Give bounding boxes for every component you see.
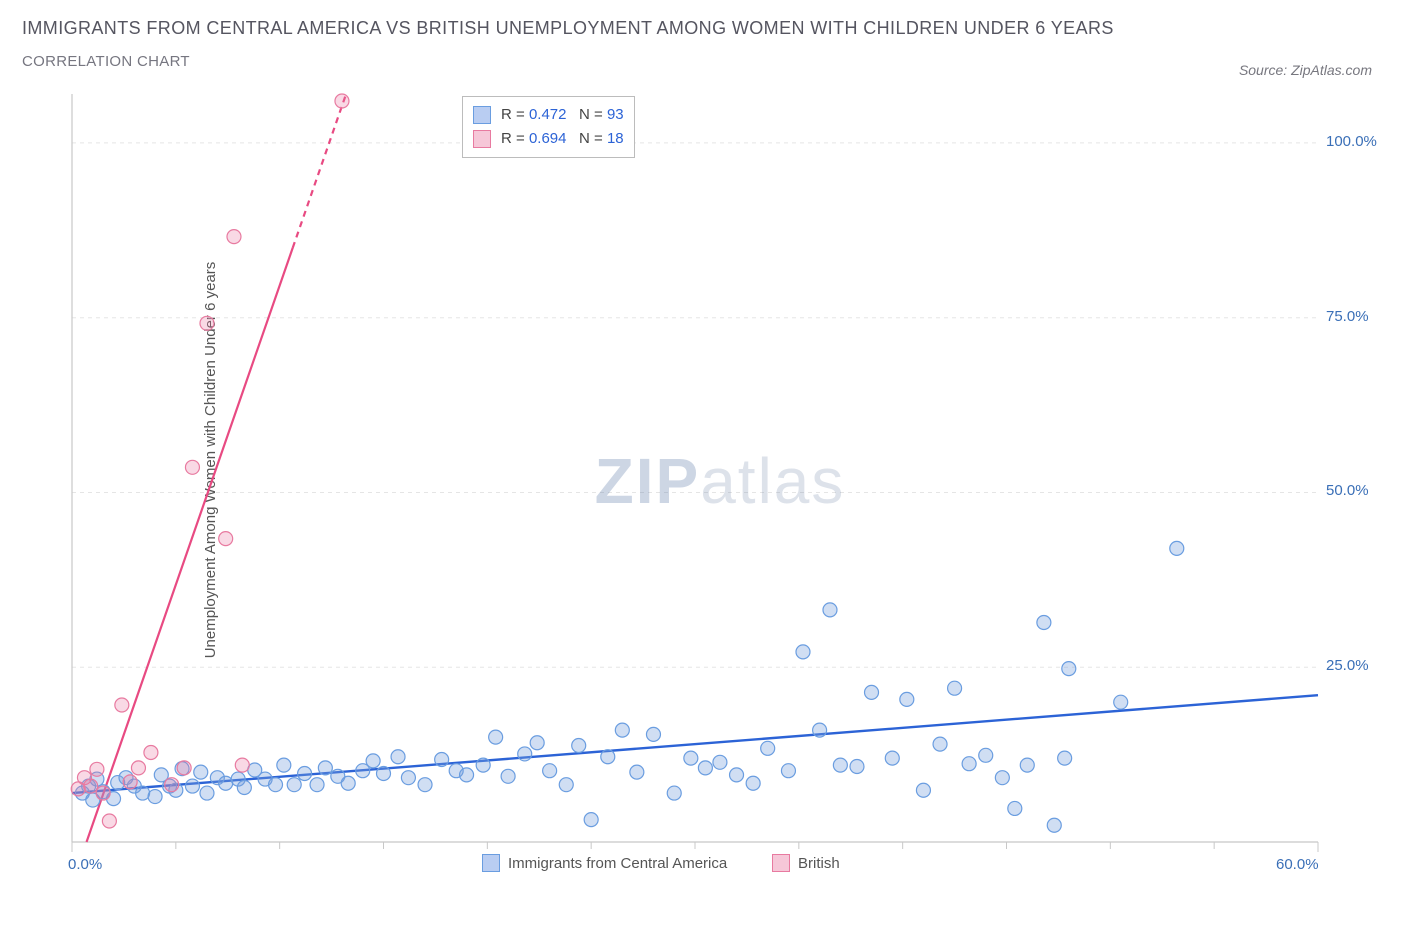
legend-swatch [482, 854, 500, 872]
stats-legend-row: R = 0.472 N = 93 [473, 103, 624, 127]
legend-stats-text: R = 0.472 N = 93 [501, 103, 624, 127]
legend-swatch [772, 854, 790, 872]
legend-swatch [473, 130, 491, 148]
series-legend-item: British [772, 854, 840, 872]
legend-swatch [473, 106, 491, 124]
y-tick-label: 25.0% [1326, 657, 1369, 674]
legend-stats-text: R = 0.694 N = 18 [501, 127, 624, 151]
chart-area: ZIPatlas R = 0.472 N = 93R = 0.694 N = 1… [62, 90, 1378, 872]
scatter-chart [62, 90, 1378, 872]
legend-label: British [798, 855, 840, 872]
y-tick-label: 50.0% [1326, 482, 1369, 499]
stats-legend-row: R = 0.694 N = 18 [473, 127, 624, 151]
x-tick-label: 60.0% [1276, 856, 1319, 873]
stats-legend: R = 0.472 N = 93R = 0.694 N = 18 [462, 96, 635, 158]
page-subtitle: CORRELATION CHART [22, 53, 1114, 70]
legend-label: Immigrants from Central America [508, 855, 727, 872]
y-tick-label: 100.0% [1326, 133, 1377, 150]
y-tick-label: 75.0% [1326, 308, 1369, 325]
series-legend-item: Immigrants from Central America [482, 854, 727, 872]
page-title: IMMIGRANTS FROM CENTRAL AMERICA VS BRITI… [22, 18, 1114, 39]
x-tick-label: 0.0% [68, 856, 102, 873]
source-label: Source: ZipAtlas.com [1239, 62, 1372, 78]
